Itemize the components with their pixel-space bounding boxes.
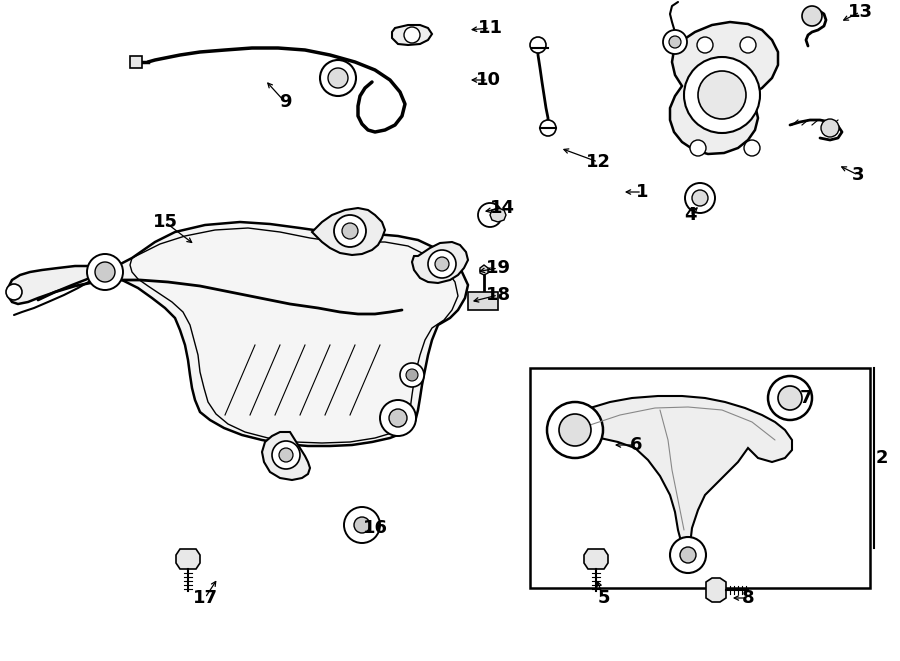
Polygon shape: [706, 578, 726, 602]
Text: 11: 11: [478, 19, 502, 37]
Circle shape: [428, 250, 456, 278]
Text: 17: 17: [193, 589, 218, 607]
Circle shape: [87, 254, 123, 290]
Polygon shape: [176, 549, 200, 569]
Bar: [530, 368, 870, 588]
Text: 8: 8: [742, 589, 754, 607]
Text: 12: 12: [586, 153, 610, 171]
Circle shape: [334, 215, 366, 247]
Circle shape: [344, 507, 380, 543]
Circle shape: [389, 409, 407, 427]
Circle shape: [342, 223, 358, 239]
Circle shape: [685, 183, 715, 213]
Circle shape: [540, 120, 556, 136]
Bar: [468, 292, 498, 310]
Polygon shape: [105, 222, 468, 446]
Text: 18: 18: [485, 286, 510, 304]
Circle shape: [435, 257, 449, 271]
Circle shape: [400, 363, 424, 387]
Text: 7: 7: [800, 389, 812, 407]
Text: 13: 13: [848, 3, 872, 21]
Text: 10: 10: [475, 71, 500, 89]
Circle shape: [669, 36, 681, 48]
Circle shape: [478, 203, 502, 227]
Circle shape: [802, 6, 822, 26]
Polygon shape: [8, 266, 108, 304]
Circle shape: [698, 71, 746, 119]
Circle shape: [547, 402, 603, 458]
Text: 3: 3: [851, 166, 864, 184]
Circle shape: [692, 190, 708, 206]
Text: 15: 15: [152, 213, 177, 231]
Polygon shape: [670, 22, 778, 154]
Text: 4: 4: [684, 206, 697, 224]
Polygon shape: [480, 265, 488, 275]
Polygon shape: [262, 432, 310, 480]
Polygon shape: [584, 549, 608, 569]
Circle shape: [95, 262, 115, 282]
Polygon shape: [412, 242, 468, 283]
Circle shape: [328, 68, 348, 88]
Bar: [130, 56, 142, 68]
Text: 19: 19: [485, 259, 510, 277]
Text: 5: 5: [598, 589, 610, 607]
Circle shape: [6, 284, 22, 300]
Circle shape: [740, 37, 756, 53]
Polygon shape: [392, 25, 432, 45]
Polygon shape: [490, 208, 506, 222]
Circle shape: [380, 400, 416, 436]
Circle shape: [690, 140, 706, 156]
Circle shape: [320, 60, 356, 96]
Circle shape: [406, 369, 418, 381]
Circle shape: [680, 547, 696, 563]
Circle shape: [279, 448, 293, 462]
Text: 6: 6: [630, 436, 643, 454]
Circle shape: [272, 441, 300, 469]
Circle shape: [744, 140, 760, 156]
Circle shape: [663, 30, 687, 54]
Circle shape: [530, 37, 546, 53]
Text: 2: 2: [876, 449, 888, 467]
Text: 1: 1: [635, 183, 648, 201]
Circle shape: [768, 376, 812, 420]
Circle shape: [778, 386, 802, 410]
Text: 14: 14: [490, 199, 515, 217]
Circle shape: [821, 119, 839, 137]
Circle shape: [354, 517, 370, 533]
Text: 9: 9: [279, 93, 292, 111]
Circle shape: [684, 57, 760, 133]
Polygon shape: [572, 396, 792, 555]
Circle shape: [404, 27, 420, 43]
Polygon shape: [312, 208, 385, 255]
Circle shape: [697, 37, 713, 53]
Text: 16: 16: [363, 519, 388, 537]
Circle shape: [670, 537, 706, 573]
Circle shape: [559, 414, 591, 446]
